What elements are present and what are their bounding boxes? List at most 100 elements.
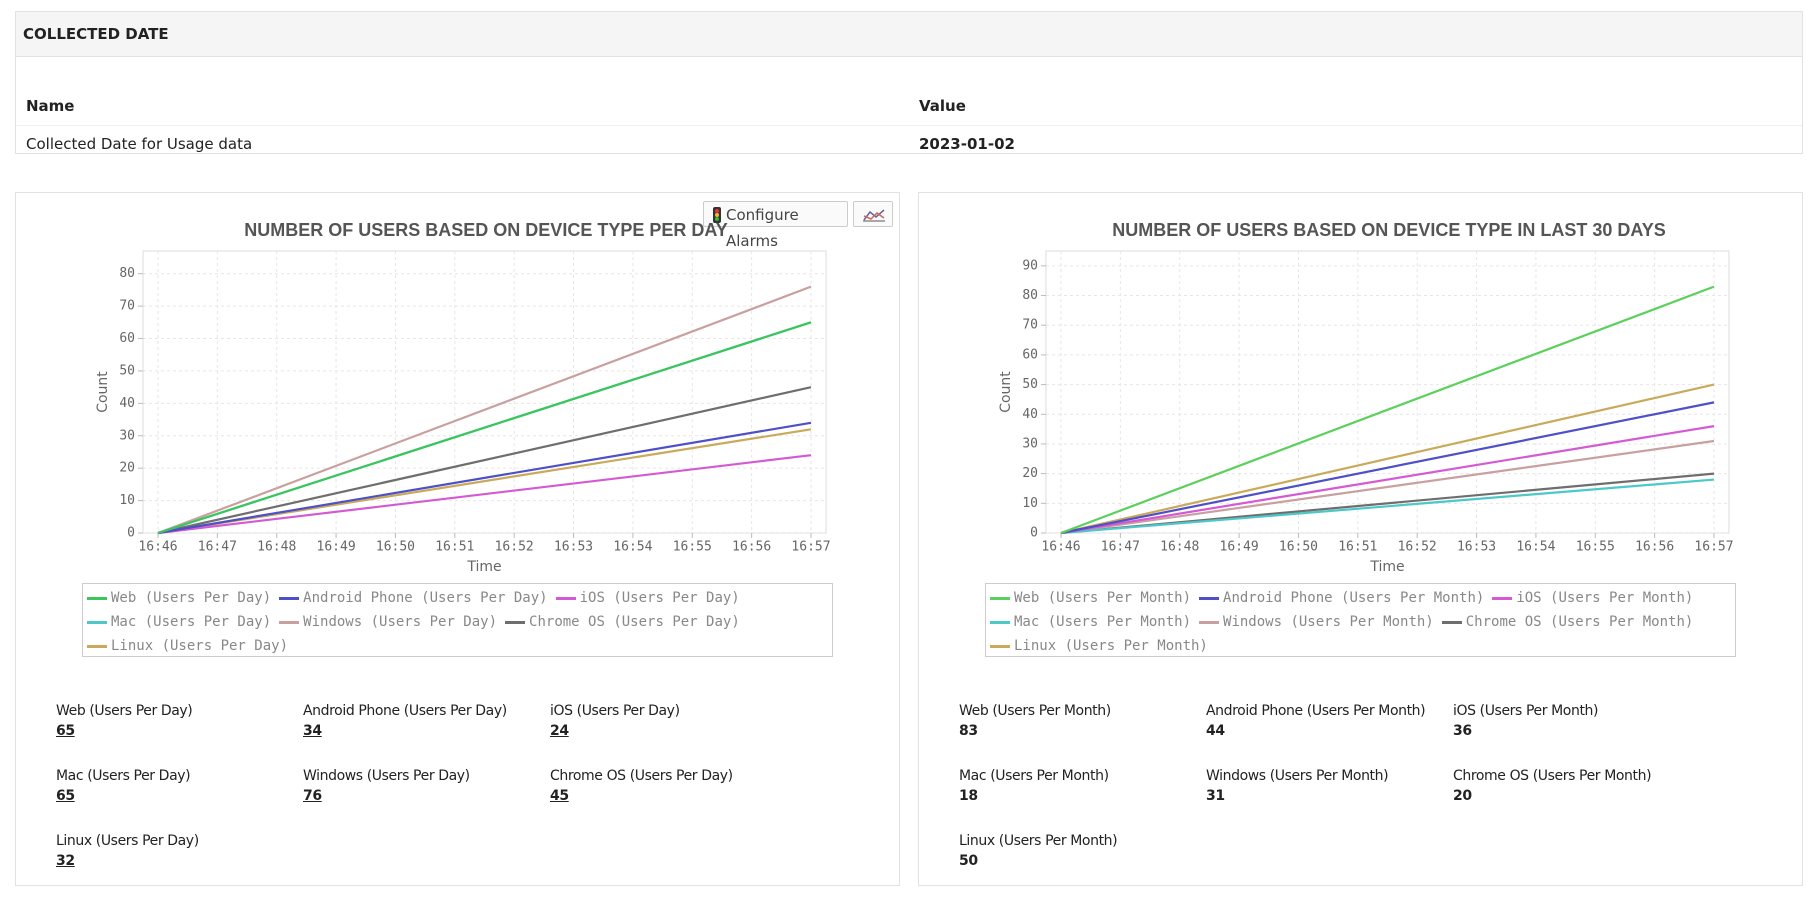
legend-swatch bbox=[1492, 596, 1513, 600]
summary-value: 44 bbox=[1206, 723, 1225, 739]
summary-item: Chrome OS (Users Per Day) 45 bbox=[550, 768, 780, 804]
summary-value[interactable]: 76 bbox=[303, 788, 322, 804]
summary-value[interactable]: 24 bbox=[550, 723, 569, 739]
chart-type-button[interactable] bbox=[853, 201, 893, 227]
y-tick-label: 20 bbox=[119, 461, 135, 476]
legend-item: Mac (Users Per Day) bbox=[87, 610, 271, 634]
x-tick-label: 16:53 bbox=[1457, 540, 1496, 555]
series-line bbox=[157, 454, 812, 535]
summary-label: Mac (Users Per Day) bbox=[56, 768, 191, 784]
summary-value[interactable]: 34 bbox=[303, 723, 322, 739]
y-tick-label: 20 bbox=[1022, 466, 1038, 481]
x-tick-label: 16:48 bbox=[257, 540, 296, 555]
y-tick-label: 80 bbox=[119, 266, 135, 281]
legend-item: Linux (Users Per Day) bbox=[87, 634, 288, 658]
series-line bbox=[1060, 478, 1715, 535]
chart-title: NUMBER OF USERS BASED ON DEVICE TYPE PER… bbox=[244, 220, 727, 240]
x-tick-label: 16:54 bbox=[1516, 540, 1555, 555]
x-tick-label: 16:57 bbox=[791, 540, 830, 555]
series-line bbox=[1060, 425, 1715, 535]
chart: NUMBER OF USERS BASED ON DEVICE TYPE IN … bbox=[998, 220, 1734, 575]
chart-title: NUMBER OF USERS BASED ON DEVICE TYPE IN … bbox=[1112, 220, 1665, 240]
cell: Collected Date for Usage data bbox=[26, 135, 253, 153]
legend-label: Linux (Users Per Month) bbox=[1014, 638, 1208, 654]
legend-label: iOS (Users Per Month) bbox=[1516, 590, 1694, 606]
summary-item: Web (Users Per Month) 83 bbox=[959, 703, 1189, 739]
summary-value[interactable]: 65 bbox=[56, 788, 75, 804]
series-line bbox=[1060, 285, 1715, 535]
summary-value: 83 bbox=[959, 723, 978, 739]
series-line bbox=[157, 386, 812, 535]
summary-label: Mac (Users Per Month) bbox=[959, 768, 1109, 784]
summary-item: Windows (Users Per Day) 76 bbox=[303, 768, 533, 804]
x-tick-label: 16:51 bbox=[1338, 540, 1377, 555]
y-tick-label: 50 bbox=[1022, 377, 1038, 392]
summary-value: 31 bbox=[1206, 788, 1225, 804]
legend-item: Windows (Users Per Day) bbox=[279, 610, 497, 634]
y-tick-label: 60 bbox=[119, 331, 135, 346]
button-label: Configure Alarms bbox=[726, 206, 799, 250]
summary-value[interactable]: 45 bbox=[550, 788, 569, 804]
x-tick-label: 16:50 bbox=[1279, 540, 1318, 555]
y-tick-label: 40 bbox=[1022, 407, 1038, 422]
chart-panel: Configure Alarms NUMBER OF USERS BASED O… bbox=[15, 192, 900, 886]
series-line bbox=[1060, 383, 1715, 535]
legend: Web (Users Per Day) Android Phone (Users … bbox=[82, 583, 833, 657]
legend-swatch bbox=[505, 620, 526, 624]
x-axis-label: Time bbox=[1369, 559, 1404, 575]
series-line bbox=[1060, 439, 1715, 535]
legend-swatch bbox=[87, 620, 107, 624]
summary-item: Windows (Users Per Month) 31 bbox=[1206, 768, 1436, 804]
summary-item: Linux (Users Per Day) 32 bbox=[56, 833, 286, 869]
summary-value[interactable]: 32 bbox=[56, 853, 75, 869]
plot-area bbox=[142, 250, 827, 534]
legend-swatch bbox=[990, 596, 1010, 600]
legend-item: Windows (Users Per Month) bbox=[1199, 610, 1434, 634]
summary-value[interactable]: 65 bbox=[56, 723, 75, 739]
chart: NUMBER OF USERS BASED ON DEVICE TYPE PER… bbox=[95, 220, 831, 575]
legend-item: Web (Users Per Day) bbox=[87, 586, 271, 610]
legend-item: Web (Users Per Month) bbox=[990, 586, 1191, 610]
series-line bbox=[157, 421, 812, 535]
y-axis-label: Count bbox=[95, 371, 111, 413]
summary-item: Android Phone (Users Per Day) 34 bbox=[303, 703, 533, 739]
summary-label: Web (Users Per Month) bbox=[959, 703, 1111, 719]
x-tick-label: 16:49 bbox=[317, 540, 356, 555]
y-tick-label: 0 bbox=[1030, 526, 1038, 541]
legend-label: Android Phone (Users Per Day) bbox=[303, 590, 548, 606]
y-tick-label: 10 bbox=[1022, 496, 1038, 511]
legend-item: Mac (Users Per Month) bbox=[990, 610, 1191, 634]
legend-label: Web (Users Per Month) bbox=[1014, 590, 1192, 606]
x-tick-label: 16:48 bbox=[1160, 540, 1199, 555]
table-header: Name Value bbox=[16, 87, 1802, 126]
y-tick-label: 80 bbox=[1022, 288, 1038, 303]
x-tick-label: 16:50 bbox=[376, 540, 415, 555]
summary-item: Mac (Users Per Day) 65 bbox=[56, 768, 286, 804]
summary-label: Android Phone (Users Per Month) bbox=[1206, 703, 1426, 719]
legend-label: Chrome OS (Users Per Month) bbox=[1465, 614, 1694, 630]
x-tick-label: 16:46 bbox=[1041, 540, 1080, 555]
x-tick-label: 16:57 bbox=[1694, 540, 1733, 555]
legend-label: Mac (Users Per Month) bbox=[1014, 614, 1192, 630]
x-tick-label: 16:55 bbox=[673, 540, 712, 555]
x-axis-label: Time bbox=[466, 559, 501, 575]
y-tick-label: 60 bbox=[1022, 347, 1038, 362]
y-tick-label: 90 bbox=[1022, 258, 1038, 273]
x-tick-label: 16:52 bbox=[1398, 540, 1437, 555]
legend-swatch bbox=[87, 596, 107, 600]
y-tick-label: 50 bbox=[119, 363, 135, 378]
summary-label: Chrome OS (Users Per Day) bbox=[550, 768, 733, 784]
y-tick-label: 30 bbox=[1022, 436, 1038, 451]
x-tick-label: 16:47 bbox=[198, 540, 237, 555]
legend-swatch bbox=[555, 596, 576, 600]
y-axis-label: Count bbox=[998, 371, 1014, 413]
legend-label: Mac (Users Per Day) bbox=[111, 614, 272, 630]
legend-label: Web (Users Per Day) bbox=[111, 590, 272, 606]
legend-label: Linux (Users Per Day) bbox=[111, 638, 289, 654]
legend-swatch bbox=[1199, 596, 1220, 600]
configure-alarms-button[interactable]: Configure Alarms bbox=[703, 201, 848, 250]
y-tick-label: 70 bbox=[1022, 318, 1038, 333]
x-tick-label: 16:53 bbox=[554, 540, 593, 555]
summary-value: 20 bbox=[1453, 788, 1472, 804]
legend-label: Windows (Users Per Month) bbox=[1223, 614, 1434, 630]
